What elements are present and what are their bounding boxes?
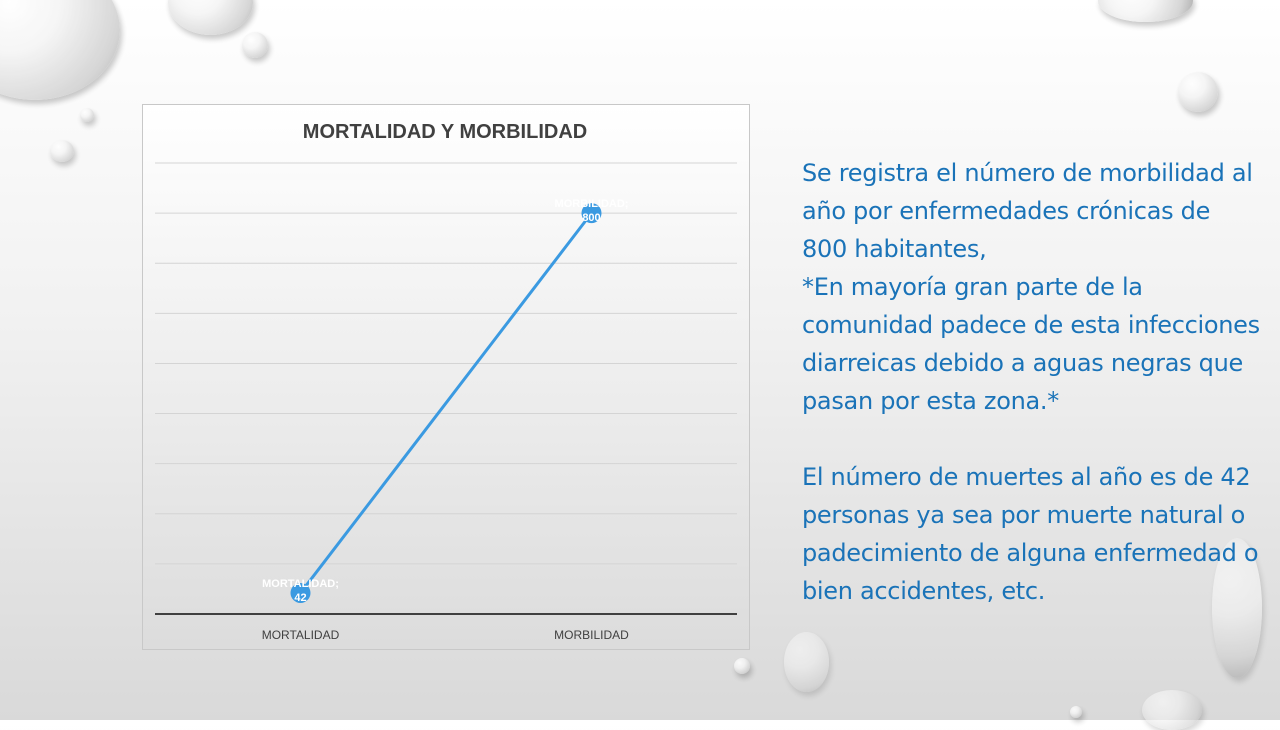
x-tick-label: MORBILIDAD [554, 628, 629, 642]
chart-marks: MORTALIDAD; 42 MORBILIDAD; 800 [262, 198, 628, 604]
data-point [581, 203, 602, 224]
data-label: MORTALIDAD; 42 [262, 578, 339, 604]
water-drop-decoration [242, 32, 268, 58]
water-drop-decoration [168, 0, 253, 35]
water-drop-decoration [1142, 690, 1202, 730]
water-drop-decoration [0, 0, 120, 100]
chart-gridlines [155, 162, 737, 565]
water-drop-decoration [1098, 0, 1193, 22]
mortality-paragraph: El número de muertes al año es de 42 per… [802, 463, 1259, 605]
chart-panel: MORTALIDAD Y MORBILIDAD MORTALIDAD; 42 MOR… [142, 104, 750, 650]
x-tick-label: MORTALIDAD [262, 628, 340, 642]
cause-paragraph: *En mayoría gran parte de la comunidad p… [802, 273, 1260, 415]
x-axis-ticks: MORTALIDAD MORBILIDAD [262, 628, 629, 642]
water-drop-decoration [80, 108, 94, 122]
chart-title: MORTALIDAD Y MORBILIDAD [303, 121, 587, 143]
water-drop-decoration [784, 632, 829, 692]
water-drop-decoration [1212, 538, 1262, 678]
morbidity-paragraph: Se registra el número de morbilidad al a… [802, 159, 1253, 263]
water-drop-decoration [50, 140, 74, 162]
data-label: MORBILIDAD; 800 [555, 198, 629, 224]
data-point [290, 582, 311, 603]
water-drop-decoration [1070, 706, 1082, 718]
water-drop-decoration [1178, 72, 1218, 112]
series-line [299, 212, 593, 594]
paragraph-spacer [802, 420, 1262, 458]
description-text: Se registra el número de morbilidad al a… [802, 154, 1262, 610]
water-drop-decoration [734, 658, 750, 674]
line-chart: MORTALIDAD Y MORBILIDAD MORTALIDAD; 42MOR… [155, 121, 737, 642]
